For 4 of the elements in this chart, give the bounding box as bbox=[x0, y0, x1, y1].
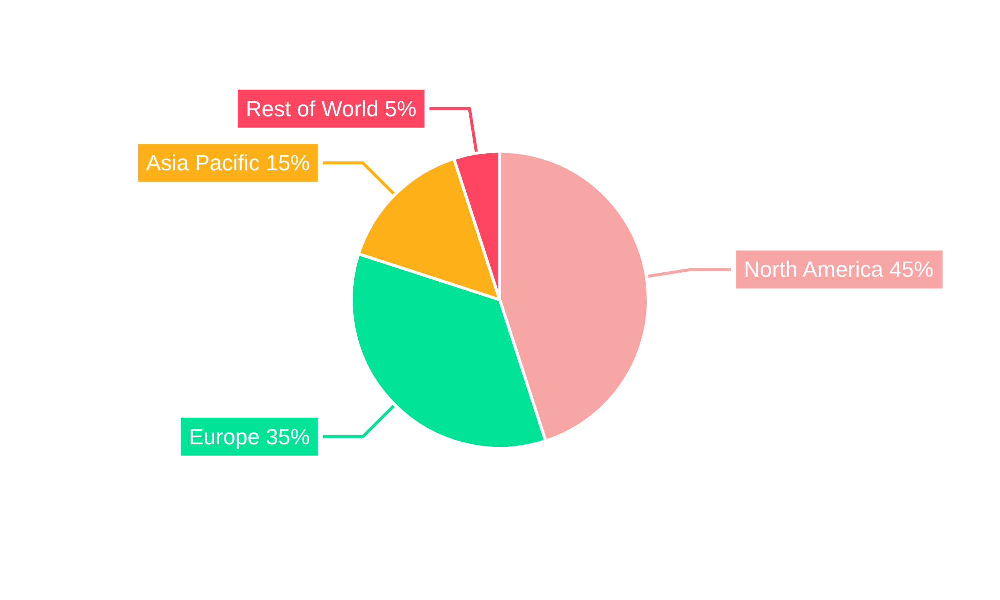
slice-label: Europe 35% bbox=[189, 424, 310, 450]
slice-label: Asia Pacific 15% bbox=[146, 150, 310, 176]
slice-label: Rest of World 5% bbox=[246, 96, 417, 122]
slice-label: North America 45% bbox=[744, 257, 934, 282]
